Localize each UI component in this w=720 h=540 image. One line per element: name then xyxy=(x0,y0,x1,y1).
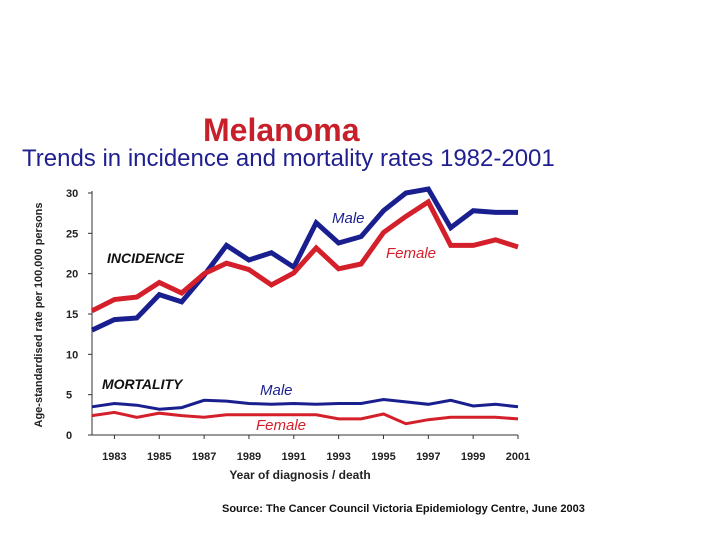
incidence-female-line xyxy=(90,198,519,314)
mortality-female-line xyxy=(91,410,519,426)
source-note: Source: The Cancer Council Victoria Epid… xyxy=(222,503,585,515)
mortality-label: MORTALITY xyxy=(102,376,184,392)
mortality-male-line xyxy=(91,397,519,411)
axes xyxy=(88,191,519,439)
y-tick-label: 5 xyxy=(66,390,72,402)
x-tick-label: 1993 xyxy=(326,451,350,463)
series-lines xyxy=(90,186,519,426)
tick-labels: 0 5 10 15 20 25 30 1983 1985 1987 1989 1991 1993 1995… xyxy=(66,188,530,463)
incidence-male-label: Male xyxy=(332,210,365,227)
y-tick-label: 10 xyxy=(66,349,78,361)
mortality-female-label: Female xyxy=(256,417,306,434)
x-tick-label: 1999 xyxy=(461,451,485,463)
incidence-female-label: Female xyxy=(386,245,436,262)
incidence-label: INCIDENCE xyxy=(107,250,185,266)
y-tick-label: 20 xyxy=(66,269,78,281)
y-axis-label: Age-standardised rate per 100,000 person… xyxy=(33,203,45,428)
chart-subtitle: Trends in incidence and mortality rates … xyxy=(22,145,555,172)
mortality-male-label: Male xyxy=(260,382,293,399)
y-tick-label: 15 xyxy=(66,309,78,321)
x-tick-label: 1989 xyxy=(237,451,261,463)
x-tick-label: 1997 xyxy=(416,451,440,463)
y-tick-label: 0 xyxy=(66,430,72,442)
chart-title: Melanoma xyxy=(203,112,360,148)
x-tick-label: 2001 xyxy=(506,451,530,463)
incidence-male-line xyxy=(90,186,518,333)
x-tick-label: 1983 xyxy=(102,451,126,463)
x-tick-label: 1985 xyxy=(147,451,171,463)
y-tick-label: 25 xyxy=(66,228,78,240)
x-axis-label: Year of diagnosis / death xyxy=(229,468,370,482)
x-tick-label: 1987 xyxy=(192,451,216,463)
x-tick-label: 1991 xyxy=(282,451,306,463)
x-tick-label: 1995 xyxy=(371,451,395,463)
y-tick-label: 30 xyxy=(66,188,78,200)
